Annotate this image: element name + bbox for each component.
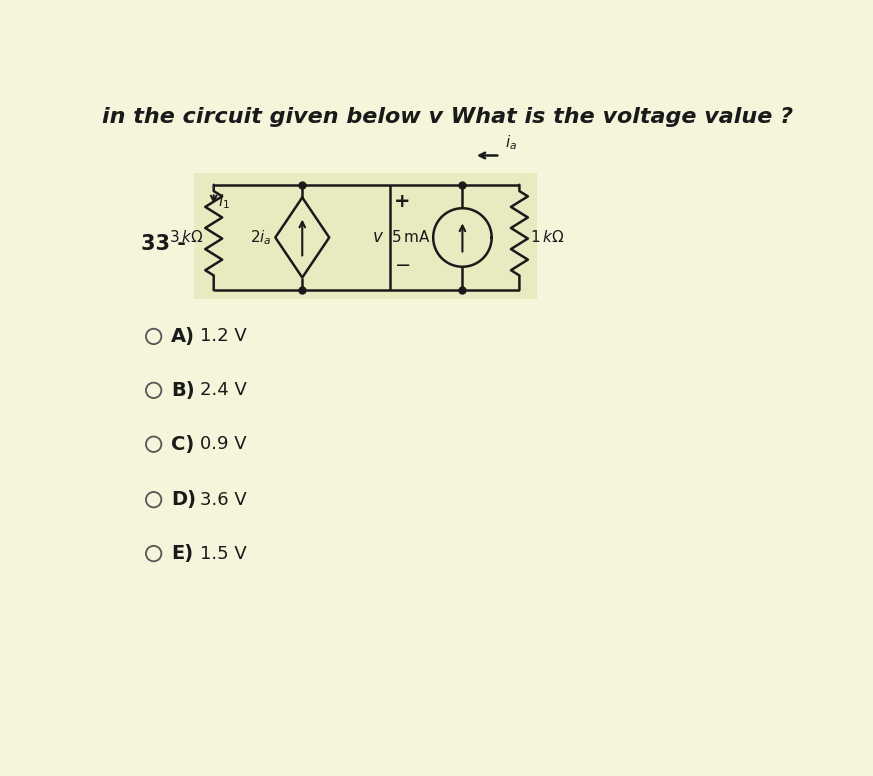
Text: $3\,k\Omega$: $3\,k\Omega$ xyxy=(168,230,203,245)
Text: $-$: $-$ xyxy=(394,254,410,273)
Text: C): C) xyxy=(171,435,195,454)
Text: $v$: $v$ xyxy=(372,228,384,247)
Text: 1.5 V: 1.5 V xyxy=(200,545,246,563)
Text: D): D) xyxy=(171,490,196,509)
Text: $1\,k\Omega$: $1\,k\Omega$ xyxy=(530,230,564,245)
Text: 0.9 V: 0.9 V xyxy=(200,435,246,453)
Text: in the circuit given below v What is the voltage value ?: in the circuit given below v What is the… xyxy=(101,107,793,127)
Text: +: + xyxy=(394,192,410,211)
Text: $5\,\mathrm{mA}$: $5\,\mathrm{mA}$ xyxy=(391,230,430,245)
Bar xyxy=(195,173,537,300)
Text: 1.2 V: 1.2 V xyxy=(200,327,246,345)
Text: 33 -: 33 - xyxy=(141,234,185,254)
Text: B): B) xyxy=(171,381,195,400)
Text: $i_a$: $i_a$ xyxy=(505,133,517,151)
Text: $2i_a$: $2i_a$ xyxy=(251,228,272,247)
Text: A): A) xyxy=(171,327,196,346)
Text: $i_1$: $i_1$ xyxy=(217,192,230,211)
Text: E): E) xyxy=(171,544,194,563)
Text: 2.4 V: 2.4 V xyxy=(200,381,247,400)
Text: 3.6 V: 3.6 V xyxy=(200,490,246,509)
